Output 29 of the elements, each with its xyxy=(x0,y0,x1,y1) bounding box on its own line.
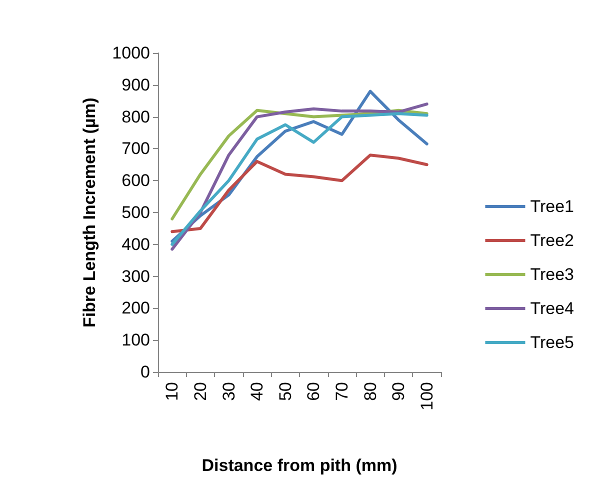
x-tick-label: 30 xyxy=(219,382,238,401)
y-tick-label: 0 xyxy=(140,362,150,382)
legend-label: Tree2 xyxy=(530,231,574,250)
x-tick-label: 40 xyxy=(248,382,267,401)
y-tick-label: 100 xyxy=(122,330,150,350)
y-axis-title: Fibre Length Increment (µm) xyxy=(80,98,99,328)
legend-label: Tree4 xyxy=(530,299,574,318)
x-tick-label: 10 xyxy=(162,382,182,401)
y-tick-label: 300 xyxy=(122,266,150,286)
x-tick-label: 80 xyxy=(360,382,380,401)
x-tick-label: 50 xyxy=(276,382,295,401)
y-tick-label: 600 xyxy=(122,171,150,190)
y-tick-label: 400 xyxy=(122,234,150,254)
y-tick-label: 800 xyxy=(122,107,150,126)
y-tick-label: 500 xyxy=(122,203,150,222)
y-tick-label: 900 xyxy=(122,75,150,94)
x-tick-label: 20 xyxy=(190,382,210,401)
x-tick-label: 100 xyxy=(417,382,436,410)
x-tick-label: 70 xyxy=(332,382,352,401)
x-tick-label: 60 xyxy=(304,382,324,401)
legend-label: Tree3 xyxy=(530,265,574,284)
y-tick-label: 1000 xyxy=(112,44,150,62)
legend-label: Tree1 xyxy=(530,197,574,216)
y-tick-label: 700 xyxy=(122,139,150,158)
line-series xyxy=(170,154,428,234)
legend-label: Tree5 xyxy=(530,333,574,352)
x-axis-title: Distance from pith (mm) xyxy=(202,456,398,475)
y-tick-label: 200 xyxy=(122,298,150,318)
x-tick-label: 90 xyxy=(389,382,408,401)
